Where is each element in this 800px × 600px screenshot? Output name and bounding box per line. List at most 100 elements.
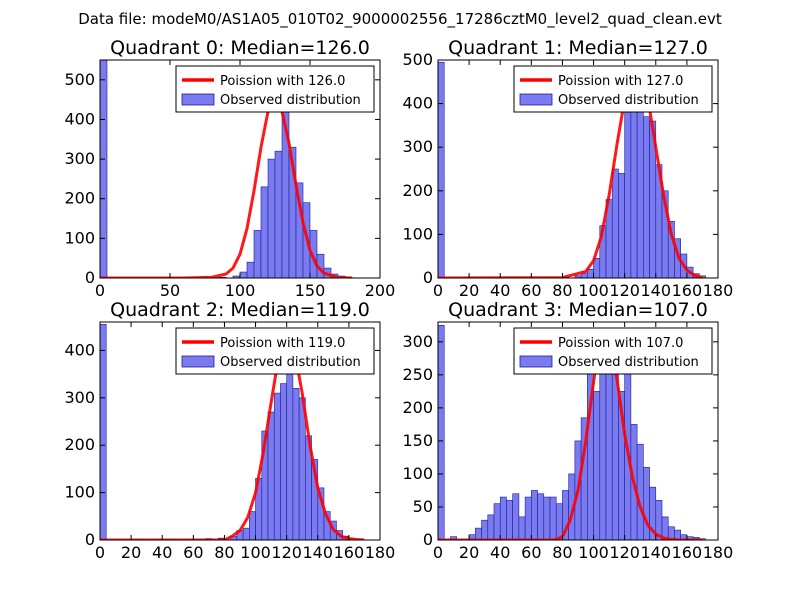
hist-bar: [624, 112, 632, 278]
y-tick-label: 200: [402, 398, 433, 417]
hist-bar: [587, 348, 594, 540]
hist-bar: [618, 173, 625, 278]
hist-bar: [499, 496, 507, 540]
hist-bar: [298, 397, 306, 540]
hist-bar: [524, 496, 532, 540]
legend-label-observed: Observed distribution: [220, 93, 361, 108]
figure-title: Data file: modeM0/AS1A05_010T02_90000025…: [78, 10, 722, 29]
legend-label-observed: Observed distribution: [220, 355, 361, 370]
hist-bar: [518, 516, 526, 540]
y-tick-label: 0: [85, 530, 95, 549]
y-tick-label: 50: [413, 497, 433, 516]
y-tick-label: 200: [402, 181, 433, 200]
chart-panel-1: 0 20 40 60 80 100 120 140 160 1800100200300400500…: [402, 37, 733, 300]
axes-frame: [437, 321, 719, 541]
y-tick-label: 200: [64, 189, 95, 208]
legend: Poission with 107.0 Observed distribution: [513, 327, 713, 375]
hist-bar: [267, 411, 275, 540]
y-tick-label: 150: [402, 431, 433, 450]
y-tick-label: 200: [64, 435, 95, 454]
x-tick-label: 40: [490, 281, 510, 300]
chart-title: Quadrant 3: Median=107.0: [448, 299, 708, 321]
x-tick-label: 120: [609, 543, 640, 562]
hist-bar: [506, 500, 513, 540]
hist-bar: [512, 493, 520, 540]
y-tick-label: 300: [402, 137, 433, 156]
hist-bar: [249, 511, 256, 540]
chart-panel-3: 0 20 40 60 80 100 120 140 160 1800501001502002503…: [402, 299, 733, 562]
hist-bar: [475, 527, 482, 540]
legend-label-poisson: Poission with 127.0: [558, 74, 683, 89]
legend-label-poisson: Poission with 126.0: [220, 74, 345, 89]
hist-bar: [555, 503, 563, 540]
y-tick-label: 400: [64, 340, 95, 359]
hist-bar: [636, 103, 644, 278]
legend: Poission with 119.0 Observed distribution: [175, 327, 375, 375]
y-tick-label: 400: [402, 94, 433, 113]
hist-bar: [599, 367, 607, 540]
plot-area: [438, 61, 706, 278]
hist-bar: [643, 116, 650, 278]
hist-bar: [438, 61, 445, 278]
legend-label-poisson: Poission with 107.0: [558, 336, 683, 351]
chart-title: Quadrant 1: Median=127.0: [448, 37, 708, 59]
legend-label-observed: Observed distribution: [558, 355, 699, 370]
y-tick-label: 300: [64, 388, 95, 407]
x-tick-label: 140: [641, 543, 672, 562]
legend: Poission with 127.0 Observed distribution: [513, 65, 713, 113]
x-tick-label: 100: [240, 543, 271, 562]
hist-bar: [260, 186, 269, 278]
hist-bar: [487, 514, 495, 540]
x-tick-label: 50: [160, 281, 180, 300]
hist-bar: [537, 493, 545, 540]
y-tick-label: 300: [64, 149, 95, 168]
x-tick-label: 0: [95, 281, 105, 300]
hist-bar: [100, 60, 108, 278]
x-tick-label: 160: [334, 543, 365, 562]
y-tick-label: 300: [402, 332, 433, 351]
legend-label-observed: Observed distribution: [558, 93, 699, 108]
x-tick-label: 100: [578, 281, 609, 300]
x-tick-label: 100: [225, 281, 256, 300]
x-tick-label: 20: [459, 281, 479, 300]
hist-bar: [438, 325, 445, 540]
hist-bar: [643, 467, 650, 540]
legend-patch-swatch: [181, 93, 215, 106]
x-tick-label: 60: [521, 543, 541, 562]
hist-bar: [605, 354, 613, 540]
y-tick-label: 100: [64, 228, 95, 247]
x-tick-label: 100: [578, 543, 609, 562]
hist-bar: [593, 391, 601, 540]
x-tick-label: 180: [365, 543, 396, 562]
hist-bar: [636, 443, 644, 540]
x-tick-label: 80: [552, 543, 572, 562]
hist-bar: [611, 168, 619, 278]
x-tick-label: 40: [490, 543, 510, 562]
hist-bar: [481, 519, 489, 540]
x-tick-label: 160: [672, 281, 703, 300]
axes-frame: [99, 321, 381, 541]
hist-bar: [280, 383, 287, 540]
hist-bar: [543, 496, 551, 540]
legend-patch-swatch: [181, 355, 215, 368]
x-tick-label: 0: [433, 543, 443, 562]
x-tick-label: 80: [552, 281, 572, 300]
x-tick-label: 120: [271, 543, 302, 562]
hist-bar: [100, 324, 107, 540]
x-tick-label: 60: [183, 543, 203, 562]
y-tick-label: 400: [64, 109, 95, 128]
y-tick-label: 500: [64, 70, 95, 89]
x-tick-label: 180: [703, 281, 734, 300]
axes-frame: [437, 59, 719, 279]
hist-bar: [580, 273, 588, 278]
x-tick-label: 200: [365, 281, 396, 300]
hist-bar: [531, 490, 538, 540]
legend-patch-swatch: [519, 93, 553, 106]
x-tick-label: 120: [609, 281, 640, 300]
legend-patch-swatch: [519, 355, 553, 368]
hist-bar: [549, 496, 557, 540]
x-tick-label: 0: [433, 281, 443, 300]
chart-panel-0: 0 50 100 150 200 0 100 200 300 400 500 Quadrant 0: …: [64, 37, 395, 300]
x-tick-label: 20: [121, 543, 141, 562]
